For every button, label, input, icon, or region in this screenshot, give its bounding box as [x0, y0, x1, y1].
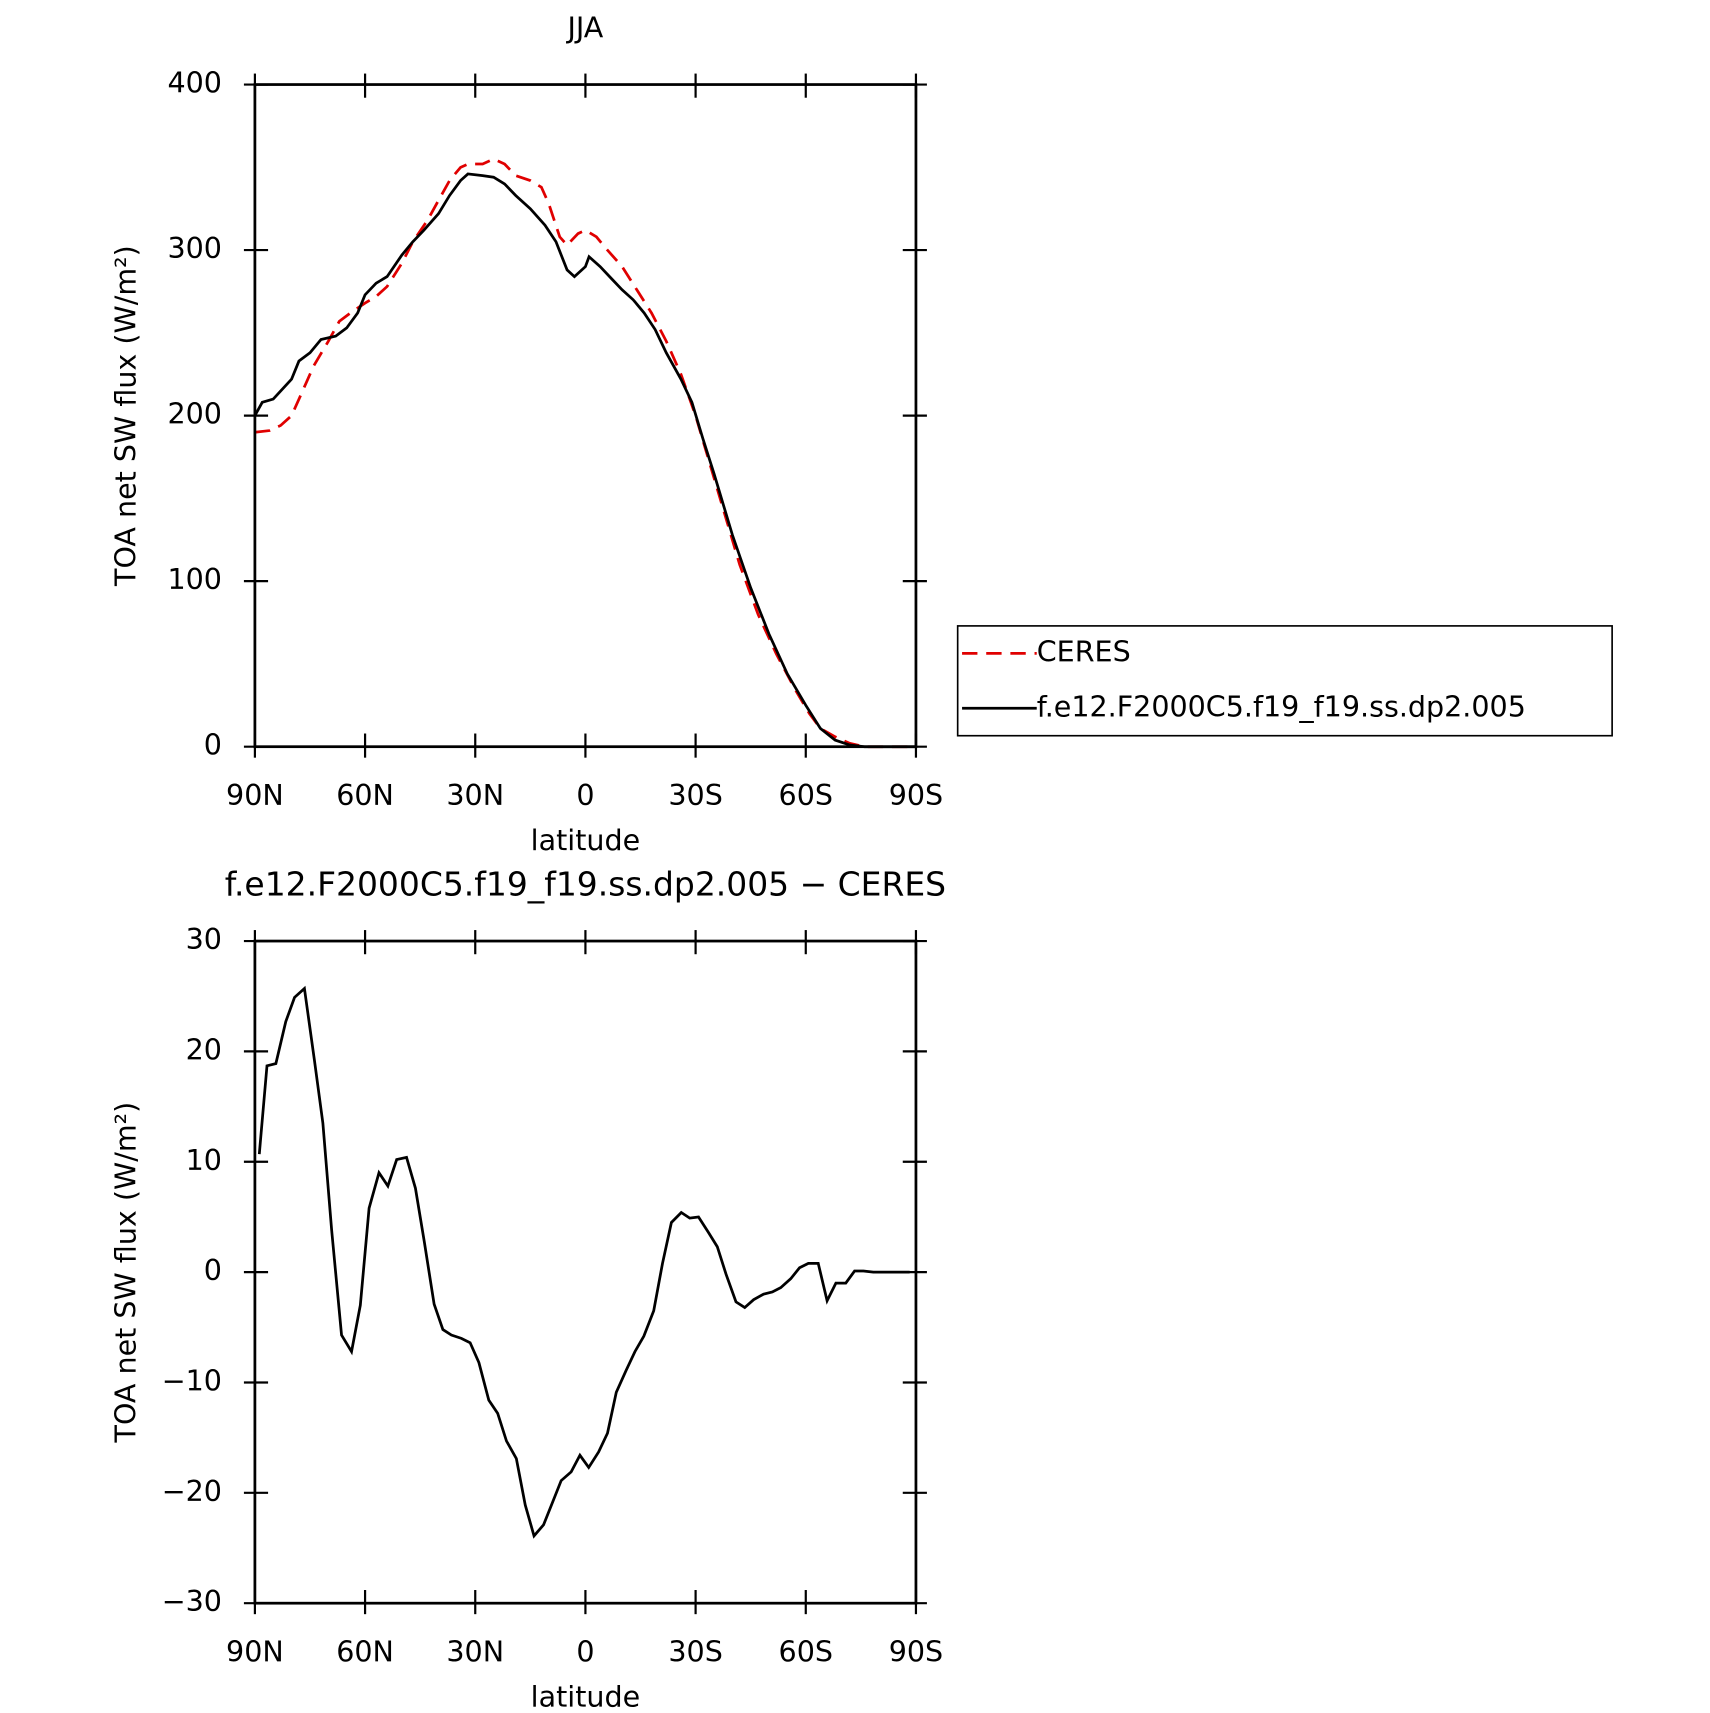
legend-box: [956, 625, 1613, 737]
y-axis-label: TOA net SW flux (W/m²): [109, 245, 143, 587]
y-tick-label: −20: [162, 1474, 222, 1508]
y-axis-label: TOA net SW flux (W/m²): [109, 1102, 143, 1444]
data-line: [254, 157, 916, 749]
chart-title: f.e12.F2000C5.f19_f19.ss.dp2.005 − CERES: [225, 865, 946, 904]
y-tick-label: 300: [167, 231, 221, 265]
y-tick-label: 0: [204, 1253, 222, 1287]
x-tick-label: 60N: [336, 778, 394, 812]
data-line: [253, 172, 916, 749]
plot-frame: [253, 83, 918, 749]
y-tick-label: 200: [167, 397, 221, 431]
x-axis-label: latitude: [531, 1680, 641, 1713]
x-tick-label: 90N: [226, 778, 284, 812]
y-tick-label: −10: [162, 1363, 222, 1397]
y-tick-label: 100: [167, 562, 221, 596]
data-line: [257, 985, 910, 1539]
legend-entry: f.e12.F2000C5.f19_f19.ss.dp2.005: [1037, 689, 1526, 723]
x-axis-label: latitude: [531, 823, 641, 857]
x-tick-label: 0: [576, 778, 594, 812]
x-tick-label: 90S: [889, 1635, 943, 1669]
plot-frame: [253, 939, 918, 1605]
legend-entry: CERES: [1037, 634, 1131, 668]
x-tick-label: 60N: [336, 1635, 394, 1669]
y-tick-label: 20: [186, 1032, 222, 1066]
x-tick-label: 60S: [779, 778, 833, 812]
x-tick-label: 30S: [668, 778, 722, 812]
y-tick-label: 400: [167, 66, 221, 100]
x-tick-label: 90N: [226, 1635, 284, 1669]
y-tick-label: 10: [186, 1143, 222, 1177]
chart-title: JJA: [565, 11, 603, 45]
x-tick-label: 60S: [779, 1635, 833, 1669]
x-tick-label: 30N: [446, 778, 504, 812]
y-tick-label: 0: [204, 728, 222, 762]
x-tick-label: 30N: [446, 1635, 504, 1669]
x-tick-label: 90S: [889, 778, 943, 812]
y-tick-label: 30: [186, 922, 222, 956]
y-tick-label: −30: [162, 1584, 222, 1618]
x-tick-label: 30S: [668, 1635, 722, 1669]
x-tick-label: 0: [576, 1635, 594, 1669]
